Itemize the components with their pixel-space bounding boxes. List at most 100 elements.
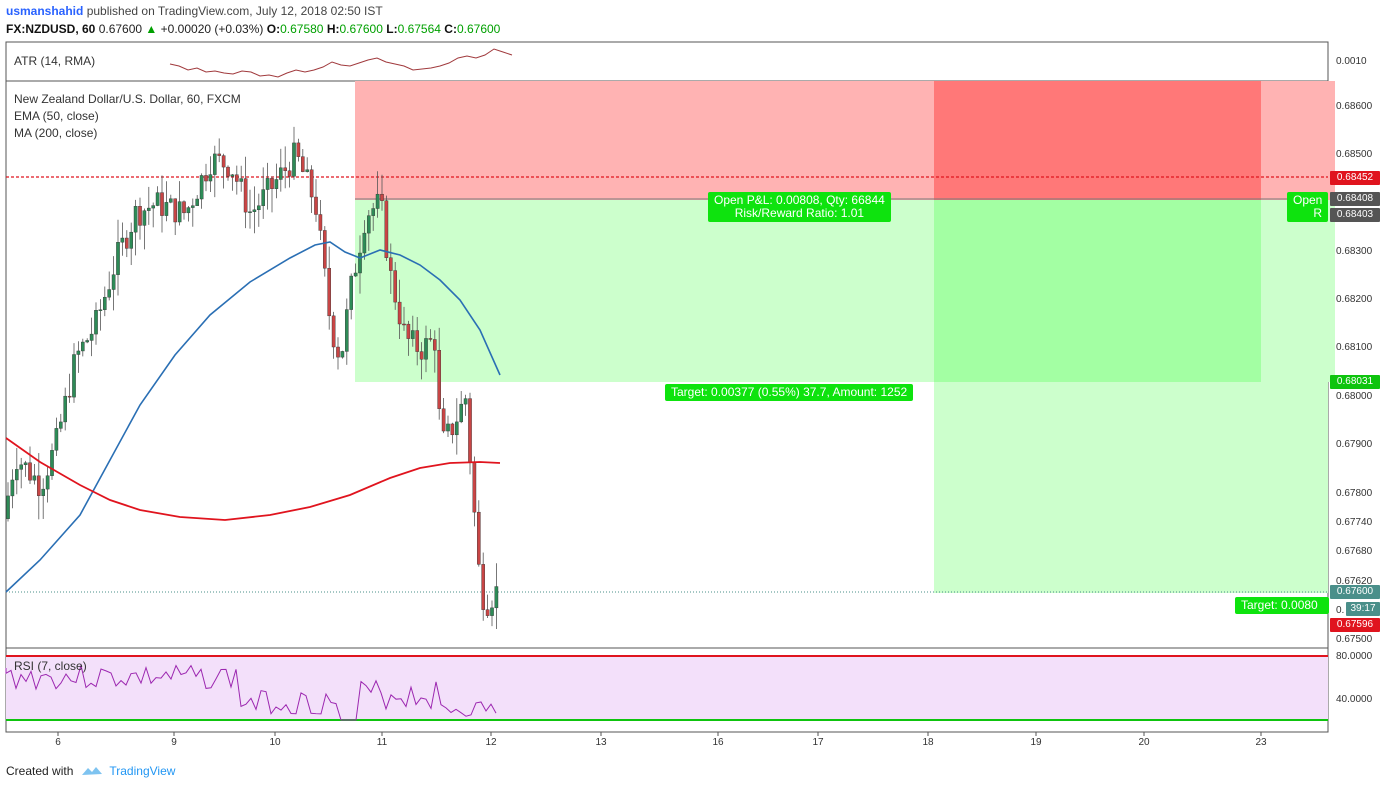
rsi-legend[interactable]: RSI (7, close) [14,659,87,673]
price-tick: 0.67680 [1336,546,1373,557]
tradingview-logo-icon [82,767,103,775]
candle-body [226,166,230,177]
candle-body [340,351,345,358]
candle-body [85,340,89,343]
candle-body [424,338,428,360]
candle-body [177,201,182,223]
created-with: Created with [6,764,74,778]
candle-body [67,395,72,398]
high-value: 0.67600 [339,22,383,36]
pnl-label-2: Open R [1287,192,1328,222]
time-label: 13 [595,737,607,748]
candle-body [257,205,261,211]
candle-body [151,205,156,209]
candle-body [252,209,257,212]
candle-body [481,564,486,610]
candle-body [472,461,477,513]
tag-entry-2: 0.68403 [1330,208,1380,222]
candle-body [309,169,314,198]
candle-body [265,178,270,190]
target-zone-2-tail [1261,200,1328,382]
candle-body [212,153,217,175]
candle-body [402,323,406,326]
price-tick: 0.67900 [1336,439,1373,450]
candle-body [397,301,402,325]
candle-body [353,272,358,277]
candle-body [239,178,244,182]
candle-body [393,270,398,303]
candle-body [142,210,147,226]
price-tick: 0.67620 [1336,576,1373,587]
candle-body [23,462,28,466]
close-value: 0.67600 [456,22,501,36]
candle-body [287,170,292,177]
candle-body [441,408,446,432]
low-value: 0.67564 [397,22,441,36]
time-label: 10 [269,737,281,748]
time-label: 12 [485,737,497,748]
candle-body [221,155,226,168]
candle-body [204,175,208,182]
tag-entry: 0.68408 [1330,192,1380,206]
author-link[interactable]: usmanshahid [6,4,84,18]
candle-body [292,142,296,177]
price-tick: 0.68300 [1336,246,1373,257]
price-tick: 0.68000 [1336,391,1373,402]
candle-body [155,192,160,206]
symbol-legend[interactable]: New Zealand Dollar/U.S. Dollar, 60, FXCM [14,92,241,106]
tag-last: 0.67600 [1330,585,1380,599]
candle-body [14,469,19,481]
candle-body [54,428,59,451]
candle-body [199,175,204,200]
target-zone-overlap [934,200,1261,382]
atr-legend[interactable]: ATR (14, RMA) [14,54,96,68]
low-label: L: [386,22,398,36]
candle-body [160,192,164,216]
time-label: 11 [376,737,388,748]
time-label: 23 [1255,737,1267,748]
open-label-2: Open [1293,193,1323,207]
symbol-name: FX:NZDUSD, 60 [6,22,96,36]
candle-body [63,395,67,423]
time-label: 9 [171,737,177,748]
change-value: +0.00020 (+0.03%) [160,22,264,36]
candle-body [411,330,415,339]
candles-group [6,126,499,630]
candle-body [345,309,349,352]
candle-body [490,607,494,616]
candle-body [6,495,10,519]
candle-body [59,421,63,429]
price-tick: 0.68100 [1336,342,1373,353]
candle-body [318,214,323,231]
candle-body [230,174,235,177]
candle-body [80,341,85,352]
open-label: O: [266,22,281,36]
candle-body [10,479,15,497]
candle-body [116,242,120,275]
time-label: 17 [812,737,824,748]
time-label: 16 [712,737,724,748]
candle-body [349,275,354,310]
candle-body [415,330,420,352]
tag-stop: 0.68452 [1330,171,1380,185]
ma-line [5,437,501,521]
candle-body [182,201,186,214]
tradingview-link[interactable]: TradingView [109,764,176,778]
candle-body [195,198,200,206]
candle-body [50,450,54,476]
ma-legend[interactable]: MA (200, close) [14,126,98,140]
candle-body [146,207,151,211]
candle-body [72,354,76,398]
candle-body [98,309,103,311]
partial-price: 0. [1336,605,1345,616]
pnl-line-2: Risk/Reward Ratio: 1.01 [734,206,865,220]
candle-body [455,421,459,436]
candle-body [406,323,411,339]
footer: Created with TradingView [6,764,175,778]
rr-label-2: R [1313,206,1322,220]
candle-body [111,274,116,290]
time-axis-ticks [57,732,1262,736]
ema-legend[interactable]: EMA (50, close) [14,109,99,123]
candle-body [389,257,393,271]
